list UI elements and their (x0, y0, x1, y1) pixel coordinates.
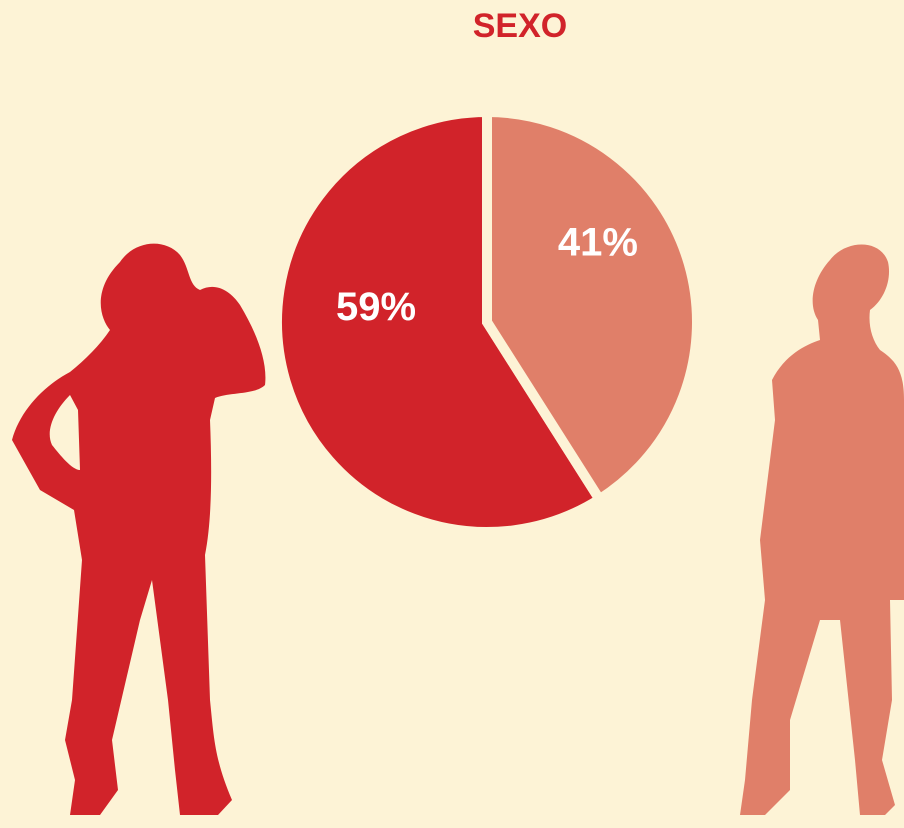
chart-title: SEXO (473, 7, 567, 45)
pie-slice (482, 106, 702, 507)
pie: 59% 41% (272, 106, 702, 537)
slice-label: 41% (558, 220, 638, 264)
girl-silhouette (740, 244, 904, 815)
boy-silhouette (12, 243, 266, 815)
pie-slice (272, 106, 607, 537)
slice-label: 59% (336, 285, 416, 329)
